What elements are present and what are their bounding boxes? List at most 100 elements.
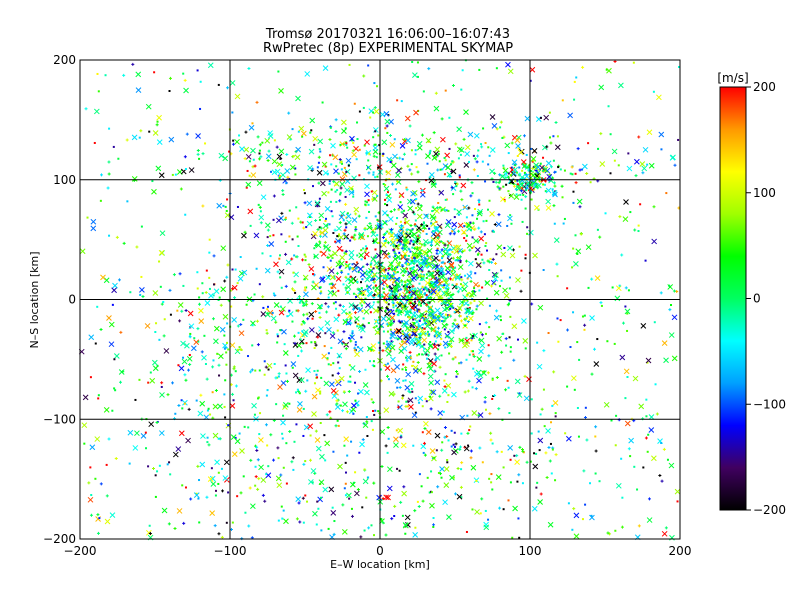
data-point (320, 250, 327, 257)
data-point (81, 422, 88, 429)
data-point (644, 259, 647, 262)
data-point (433, 105, 440, 112)
data-point (365, 216, 368, 219)
data-point (328, 410, 332, 414)
data-point (461, 286, 468, 293)
data-point (433, 335, 436, 338)
data-point (571, 266, 574, 269)
data-point (362, 247, 365, 250)
data-point (522, 451, 525, 454)
data-point (225, 209, 228, 212)
data-point (349, 239, 352, 242)
data-point (525, 460, 529, 464)
data-point (465, 358, 468, 361)
data-point (419, 246, 422, 249)
data-point (356, 325, 359, 328)
data-point (477, 372, 484, 379)
data-point (90, 225, 97, 232)
data-point (559, 168, 562, 171)
data-point (456, 126, 462, 133)
data-point (444, 373, 447, 376)
data-point (466, 299, 469, 302)
data-point (411, 325, 415, 329)
data-point (567, 112, 573, 119)
data-point (471, 214, 474, 217)
data-point (398, 348, 405, 354)
data-point (535, 486, 538, 489)
data-point (376, 224, 383, 230)
data-point (380, 518, 383, 521)
data-point (364, 203, 367, 206)
data-point (438, 189, 445, 196)
data-point (411, 302, 414, 305)
data-point (208, 251, 211, 254)
data-point (273, 139, 276, 142)
data-point (394, 172, 401, 178)
data-point (204, 363, 207, 366)
data-point (303, 291, 309, 298)
data-point (401, 514, 404, 517)
data-point (372, 301, 375, 304)
data-point (462, 137, 466, 141)
data-point (409, 239, 413, 243)
data-point (275, 145, 279, 149)
data-point (521, 482, 524, 485)
data-point (656, 94, 662, 101)
data-point (408, 381, 415, 387)
data-point (418, 241, 422, 245)
data-point (318, 240, 322, 244)
data-point (269, 255, 272, 258)
data-point (367, 322, 370, 325)
data-point (489, 114, 496, 120)
data-point (641, 171, 645, 175)
data-point (345, 261, 348, 264)
data-point (302, 313, 306, 317)
data-point (481, 160, 484, 163)
data-point (336, 371, 340, 375)
data-point (265, 394, 268, 397)
data-point (628, 437, 634, 444)
data-point (416, 286, 423, 293)
data-point (280, 172, 286, 178)
data-point (447, 297, 450, 300)
data-point (418, 275, 421, 278)
data-point (426, 247, 433, 254)
data-point (281, 328, 287, 335)
data-point (398, 156, 402, 160)
data-point (475, 308, 478, 311)
data-point (373, 307, 379, 314)
data-point (461, 229, 467, 235)
data-point (389, 310, 392, 313)
data-point (401, 158, 404, 161)
data-point (166, 463, 169, 466)
data-point (454, 442, 458, 446)
data-point (478, 337, 485, 344)
data-point (349, 135, 355, 142)
data-point (403, 209, 406, 212)
data-point (119, 380, 123, 384)
data-point (440, 136, 446, 143)
data-point (473, 299, 476, 302)
data-point (655, 412, 659, 416)
data-point (364, 191, 370, 198)
data-point (439, 312, 442, 315)
data-point (519, 193, 522, 196)
data-point (264, 365, 268, 369)
colorbar-tick-label: −100 (753, 397, 786, 411)
data-point (351, 217, 358, 223)
data-point (451, 83, 455, 87)
data-point (389, 161, 392, 164)
data-point (398, 194, 402, 198)
data-point (319, 226, 323, 230)
data-point (431, 255, 434, 258)
data-point (417, 248, 423, 255)
data-point (318, 226, 321, 229)
data-point (348, 249, 355, 256)
data-point (386, 350, 392, 357)
data-point (228, 150, 231, 153)
data-point (217, 471, 220, 474)
data-point (599, 301, 603, 305)
data-point (466, 273, 473, 279)
data-point (511, 536, 514, 539)
data-point (160, 302, 164, 306)
